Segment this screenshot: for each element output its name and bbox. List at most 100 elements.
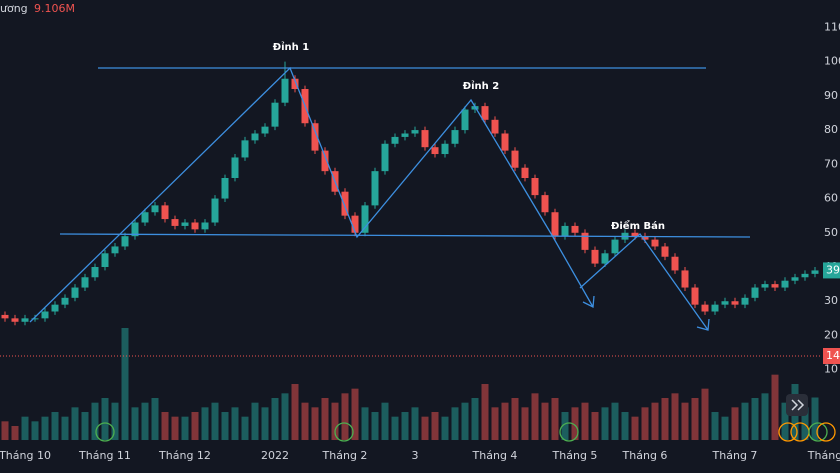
x-tick-label: Tháng 12 bbox=[158, 449, 211, 462]
candle-body bbox=[461, 109, 469, 131]
candle-body bbox=[141, 212, 149, 223]
volume-bar bbox=[611, 402, 619, 440]
candle-body bbox=[151, 205, 159, 213]
candle-body bbox=[441, 143, 449, 155]
candle-body bbox=[61, 297, 69, 305]
candle-body bbox=[111, 246, 119, 254]
candle-body bbox=[751, 287, 759, 298]
volume-bar bbox=[31, 421, 39, 440]
volume-bar bbox=[811, 397, 819, 440]
candle-body bbox=[341, 191, 349, 216]
volume-bar bbox=[291, 384, 299, 440]
volume-bar bbox=[171, 416, 179, 440]
candle-body bbox=[731, 301, 739, 305]
candle-body bbox=[201, 222, 209, 230]
candle-body bbox=[51, 304, 59, 312]
zigzag-2 bbox=[579, 233, 709, 331]
candle-body bbox=[741, 297, 749, 305]
candle-body bbox=[121, 236, 129, 247]
volume-bar bbox=[11, 426, 19, 440]
candle-body bbox=[321, 150, 329, 172]
volume-bar bbox=[281, 393, 289, 440]
volume-bar bbox=[551, 398, 559, 440]
candle-body bbox=[291, 78, 299, 89]
volume-bar bbox=[231, 407, 239, 440]
candle-body bbox=[611, 239, 619, 254]
volume-bar bbox=[641, 407, 649, 440]
volume-bar bbox=[41, 416, 49, 440]
annotation: Điểm Bán bbox=[611, 219, 665, 232]
candle-body bbox=[711, 304, 719, 312]
volume-bar bbox=[661, 398, 669, 440]
candle-body bbox=[551, 212, 559, 237]
annotation: Đỉnh 2 bbox=[463, 80, 500, 92]
volume-bar bbox=[411, 407, 419, 440]
volume-bar bbox=[331, 402, 339, 440]
candle-body bbox=[71, 287, 79, 298]
volume-bar bbox=[81, 412, 89, 440]
neckline bbox=[59, 233, 751, 238]
candle-body bbox=[421, 130, 429, 148]
candle-body bbox=[261, 126, 269, 134]
volume-bar bbox=[311, 407, 319, 440]
scroll-button[interactable] bbox=[786, 394, 808, 416]
volume-bar bbox=[651, 402, 659, 440]
zigzag bbox=[29, 66, 594, 323]
volume-bar bbox=[711, 412, 719, 440]
candle-body bbox=[281, 78, 289, 103]
y-tick-label: 100 bbox=[824, 55, 840, 68]
candle-body bbox=[181, 222, 189, 226]
arrow-head bbox=[582, 295, 595, 309]
volume-bar bbox=[221, 412, 229, 440]
volume-legend: ương bbox=[0, 2, 28, 15]
x-tick-label: Tháng 5 bbox=[552, 449, 598, 462]
volume-bar bbox=[481, 384, 489, 440]
candle-body bbox=[131, 222, 139, 237]
candle-body bbox=[791, 277, 799, 281]
volume-bar bbox=[51, 412, 59, 440]
volume-bar bbox=[131, 407, 139, 440]
volume-bar bbox=[751, 398, 759, 440]
volume-bar bbox=[761, 393, 769, 440]
volume-bar bbox=[721, 416, 729, 440]
candle-body bbox=[101, 253, 109, 267]
candle-body bbox=[31, 318, 39, 320]
candle-body bbox=[661, 246, 669, 257]
candle-body bbox=[41, 311, 49, 319]
x-tick-label: Tháng 2 bbox=[322, 449, 368, 462]
volume-bar bbox=[121, 328, 129, 440]
x-tick-label: Tháng 11 bbox=[78, 449, 131, 462]
candle-body bbox=[641, 236, 649, 240]
arrow-head bbox=[696, 318, 710, 331]
candle-body bbox=[431, 147, 439, 155]
candle-body bbox=[701, 304, 709, 312]
volume-bar bbox=[341, 393, 349, 440]
candle-body bbox=[681, 270, 689, 288]
candle-body bbox=[771, 284, 779, 288]
candle-body bbox=[251, 133, 259, 141]
y-tick-label: 60 bbox=[824, 192, 838, 205]
volume-bar bbox=[401, 412, 409, 440]
candle-body bbox=[161, 205, 169, 220]
last-price-bg bbox=[823, 262, 840, 279]
volume-bar bbox=[91, 402, 99, 440]
candle-body bbox=[541, 195, 549, 213]
volume-bar bbox=[781, 402, 789, 440]
candle-body bbox=[21, 318, 29, 322]
candle-body bbox=[481, 106, 489, 120]
candle-body bbox=[241, 140, 249, 158]
volume-bar bbox=[521, 407, 529, 440]
volume-bar bbox=[471, 398, 479, 440]
volume-bar bbox=[361, 407, 369, 440]
candle-body bbox=[761, 284, 769, 288]
plot: 14110100908070605040302010Tháng 10Tháng … bbox=[0, 20, 840, 462]
candle-body bbox=[631, 232, 639, 237]
y-tick-label: 20 bbox=[824, 328, 838, 341]
candle-body bbox=[1, 314, 9, 319]
candle-body bbox=[381, 143, 389, 172]
volume-bar bbox=[741, 402, 749, 440]
volume-bar bbox=[201, 407, 209, 440]
candle-body bbox=[391, 136, 399, 144]
candle-body bbox=[781, 280, 789, 288]
